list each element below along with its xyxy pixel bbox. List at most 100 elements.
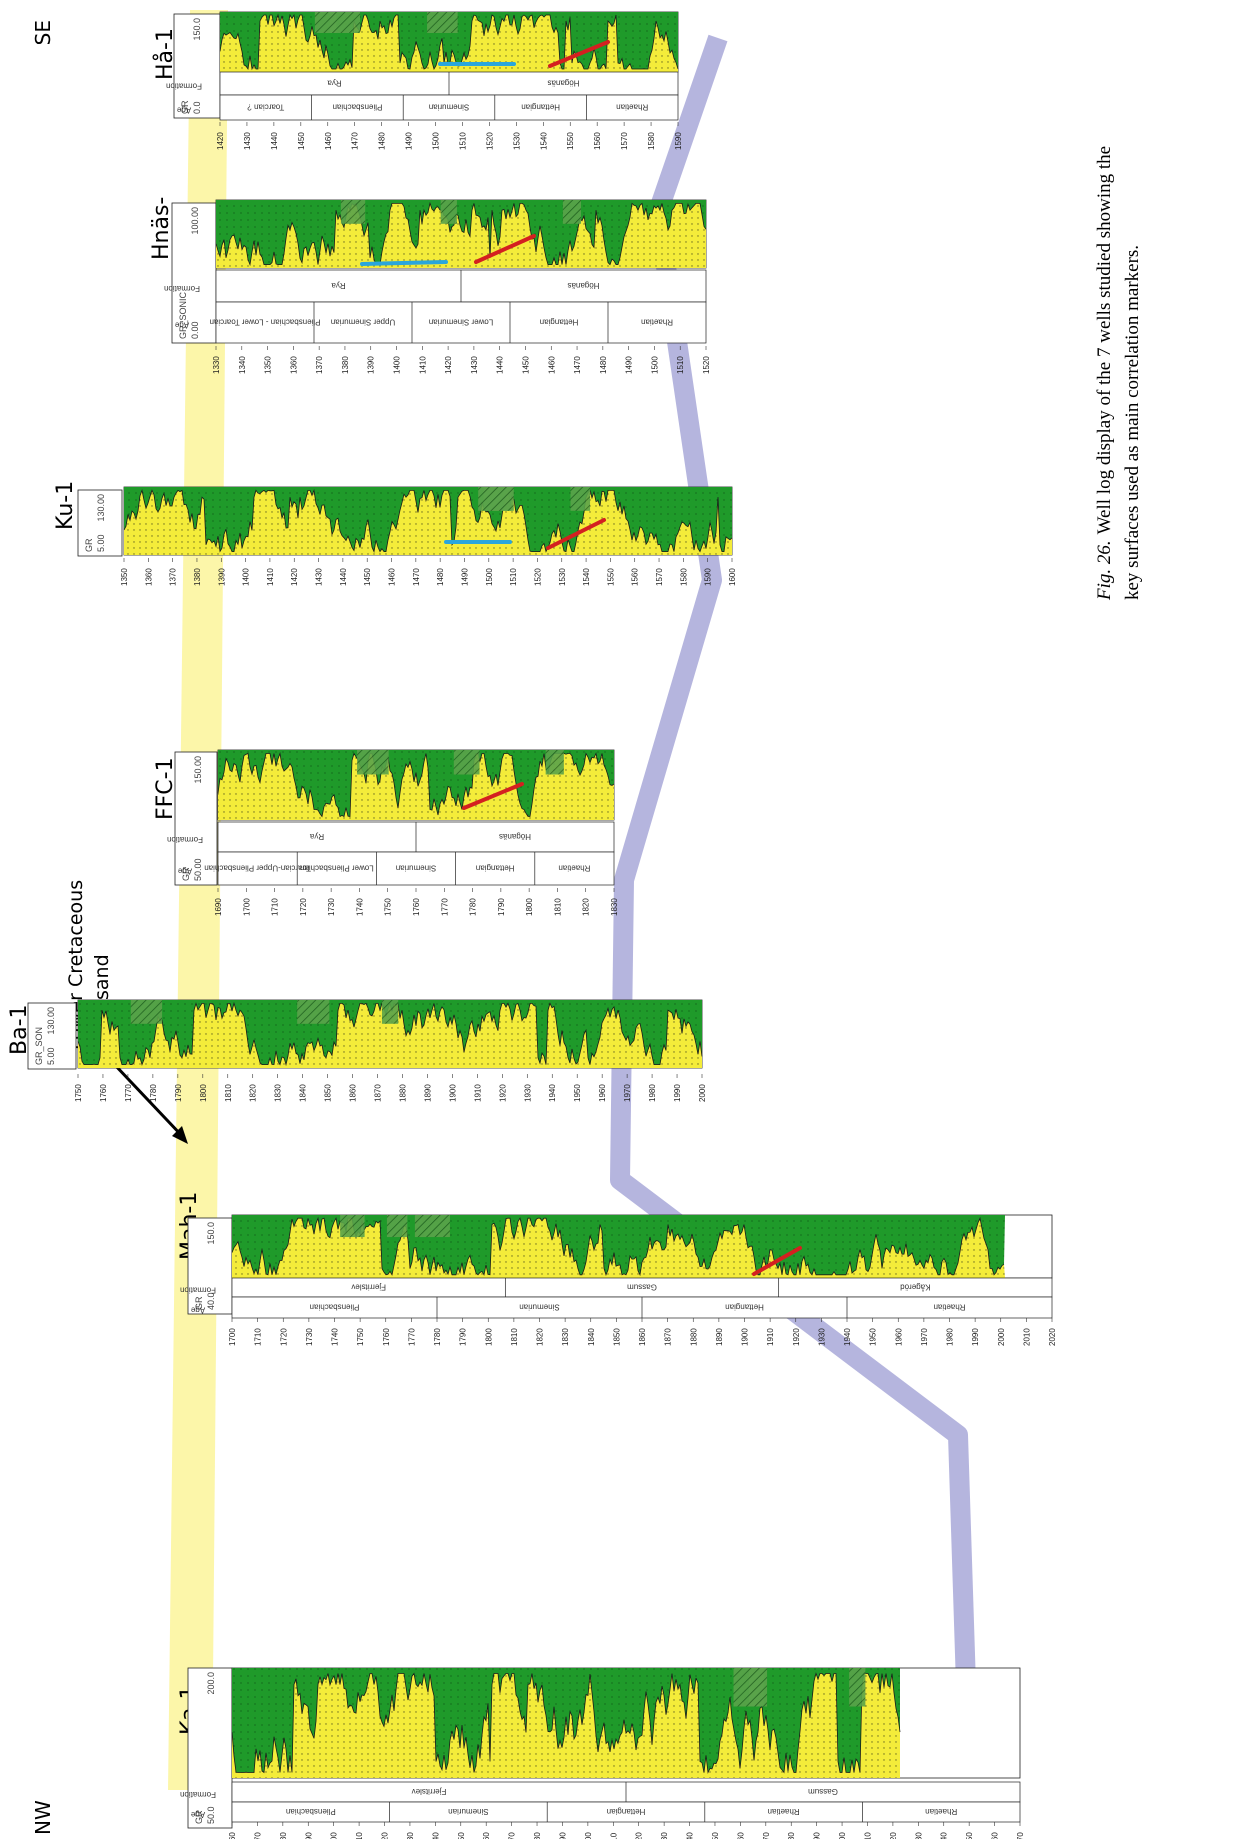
age-label: Hettangian bbox=[521, 103, 560, 112]
depth-tick-label: 1360 bbox=[144, 568, 153, 586]
depth-tick-label: 1510 bbox=[509, 568, 518, 586]
depth-tick-label: 1910 bbox=[766, 1328, 775, 1346]
well-name: Hnäs- bbox=[149, 197, 174, 260]
age-header: Age bbox=[174, 321, 189, 330]
depth-tick-label: 1960 bbox=[228, 1832, 237, 1839]
depth-tick-label: 1790 bbox=[459, 1328, 468, 1346]
depth-tick-label: 1870 bbox=[664, 1328, 673, 1346]
depth-tick-label: 1970 bbox=[920, 1328, 929, 1346]
depth-tick-label: 1510 bbox=[458, 132, 467, 150]
depth-tick-label: 1590 bbox=[704, 568, 713, 586]
depth-tick-label: 2190 bbox=[813, 1832, 822, 1839]
depth-tick-label: 1810 bbox=[510, 1328, 519, 1346]
depth-tick-label: 1890 bbox=[423, 1084, 432, 1102]
depth-tick-label: 1520 bbox=[702, 356, 711, 374]
depth-tick-label: 2050 bbox=[457, 1832, 466, 1839]
depth-tick-label: 1740 bbox=[331, 1328, 340, 1346]
scale-max: 100.00 bbox=[190, 207, 200, 235]
depth-tick-label: 1590 bbox=[674, 132, 683, 150]
track-name: GR_SONIC bbox=[178, 291, 188, 339]
depth-tick-label: 1710 bbox=[271, 898, 280, 916]
well-name: FFC-1 bbox=[153, 757, 178, 820]
depth-tick-label: 1780 bbox=[149, 1084, 158, 1102]
depth-tick-label: 1760 bbox=[99, 1084, 108, 1102]
scale-min: 40.0 bbox=[206, 1292, 216, 1310]
depth-tick-label: 1880 bbox=[689, 1328, 698, 1346]
wells-layer: Ka-1GR50.0200.0FjerritslevGassumPliensba… bbox=[7, 11, 1057, 1839]
depth-tick-label: 1840 bbox=[587, 1328, 596, 1346]
age-label: Rhaetian bbox=[558, 864, 590, 873]
depth-tick-label: 1930 bbox=[523, 1084, 532, 1102]
age-label: Pliensbachian bbox=[286, 1807, 336, 1816]
depth-tick-label: 1940 bbox=[843, 1328, 852, 1346]
depth-tick-label: 1820 bbox=[249, 1084, 258, 1102]
depth-tick-label: 1750 bbox=[384, 898, 393, 916]
depth-tick-label: 1760 bbox=[412, 898, 421, 916]
formation-label: Fjerritslev bbox=[351, 1283, 386, 1292]
scale-min: 5.00 bbox=[46, 1047, 56, 1065]
age-label: Pliensbachian bbox=[310, 1303, 360, 1312]
depth-tick-label: 1410 bbox=[418, 356, 427, 374]
depth-tick-label: 2010 bbox=[355, 1832, 364, 1839]
depth-tick-label: 1600 bbox=[728, 568, 737, 586]
depth-tick-label: 1380 bbox=[341, 356, 350, 374]
well-mah1: Mah-1GR40.0150.0FjerritslevGassumKågeröd… bbox=[177, 1192, 1057, 1346]
age-label: Lower Pliensbachian bbox=[300, 864, 374, 873]
depth-tick-label: 2100 bbox=[584, 1832, 593, 1839]
scale-min: 0.00 bbox=[190, 321, 200, 339]
age-label: Hettangian bbox=[607, 1807, 646, 1816]
depth-tick-label: 1370 bbox=[169, 568, 178, 586]
well-ku1: Ku-1 GR 5.00 130.00 1350 1360 1370 1380 1390 1400… bbox=[53, 481, 737, 586]
depth-tick-label: 1530 bbox=[512, 132, 521, 150]
depth-tick-label: 2150 bbox=[711, 1832, 720, 1839]
depth-tick-label: 2090 bbox=[558, 1832, 567, 1839]
depth-tick-label: 1350 bbox=[120, 568, 129, 586]
age-label: Rhaetian bbox=[616, 103, 648, 112]
depth-tick-label: 1760 bbox=[382, 1328, 391, 1346]
depth-tick-label: 1780 bbox=[433, 1328, 442, 1346]
depth-tick-label: 1950 bbox=[573, 1084, 582, 1102]
depth-tick-label: 1820 bbox=[582, 898, 591, 916]
depth-tick-label: 2160 bbox=[736, 1832, 745, 1839]
scale-max: 150.0 bbox=[206, 1222, 216, 1245]
depth-tick-label: 1700 bbox=[228, 1328, 237, 1346]
depth-tick-label: 1940 bbox=[548, 1084, 557, 1102]
track-name: GR bbox=[180, 100, 190, 114]
depth-tick-label: 1490 bbox=[405, 132, 414, 150]
depth-tick-label: 1980 bbox=[946, 1328, 955, 1346]
depth-tick-label: 1340 bbox=[238, 356, 247, 374]
depth-tick-label: 1800 bbox=[484, 1328, 493, 1346]
depth-tick-label: 1920 bbox=[498, 1084, 507, 1102]
depth-tick-label: 1860 bbox=[349, 1084, 358, 1102]
depth-tick-label: 1970 bbox=[253, 1832, 262, 1839]
track-name: GR_SON bbox=[34, 1027, 44, 1065]
formation-label: Höganäs bbox=[567, 281, 599, 290]
formation-header: Formation bbox=[167, 835, 203, 844]
depth-tick-label: 1740 bbox=[355, 898, 364, 916]
depth-tick-label: 1400 bbox=[242, 568, 251, 586]
lower-cretaceous-band bbox=[168, 10, 228, 1790]
depth-tick-label: 2080 bbox=[533, 1832, 542, 1839]
depth-tick-label: 1440 bbox=[339, 568, 348, 586]
depth-tick-label: 1880 bbox=[398, 1084, 407, 1102]
depth-tick-label: 1410 bbox=[266, 568, 275, 586]
depth-tick-label: 1430 bbox=[470, 356, 479, 374]
age-label: Rhaetian bbox=[768, 1807, 800, 1816]
depth-tick-label: 1460 bbox=[547, 356, 556, 374]
depth-tick-label: 1550 bbox=[566, 132, 575, 150]
age-label: Rhaetian bbox=[925, 1807, 957, 1816]
formation-header: Formation bbox=[166, 82, 202, 91]
age-label: Toarcian ? bbox=[247, 103, 284, 112]
depth-tick-label: 2250 bbox=[965, 1832, 974, 1839]
formation-label: Rya bbox=[309, 832, 324, 841]
depth-tick-label: 2200 bbox=[838, 1832, 847, 1839]
scale-max: 150.0 bbox=[192, 18, 202, 41]
scale-max: 150.00 bbox=[193, 756, 203, 784]
depth-tick-label: 1440 bbox=[270, 132, 279, 150]
age-header: Age bbox=[190, 1810, 205, 1819]
depth-tick-label: 1370 bbox=[315, 356, 324, 374]
depth-tick-label: 1420 bbox=[290, 568, 299, 586]
age-label: Hettangian bbox=[725, 1303, 764, 1312]
depth-tick-label: 2020 bbox=[381, 1832, 390, 1839]
